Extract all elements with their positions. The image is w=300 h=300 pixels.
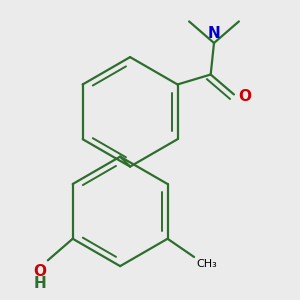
Text: H: H (33, 276, 46, 291)
Text: CH₃: CH₃ (197, 259, 218, 269)
Text: N: N (208, 26, 220, 41)
Text: O: O (33, 264, 46, 279)
Text: O: O (238, 88, 251, 104)
